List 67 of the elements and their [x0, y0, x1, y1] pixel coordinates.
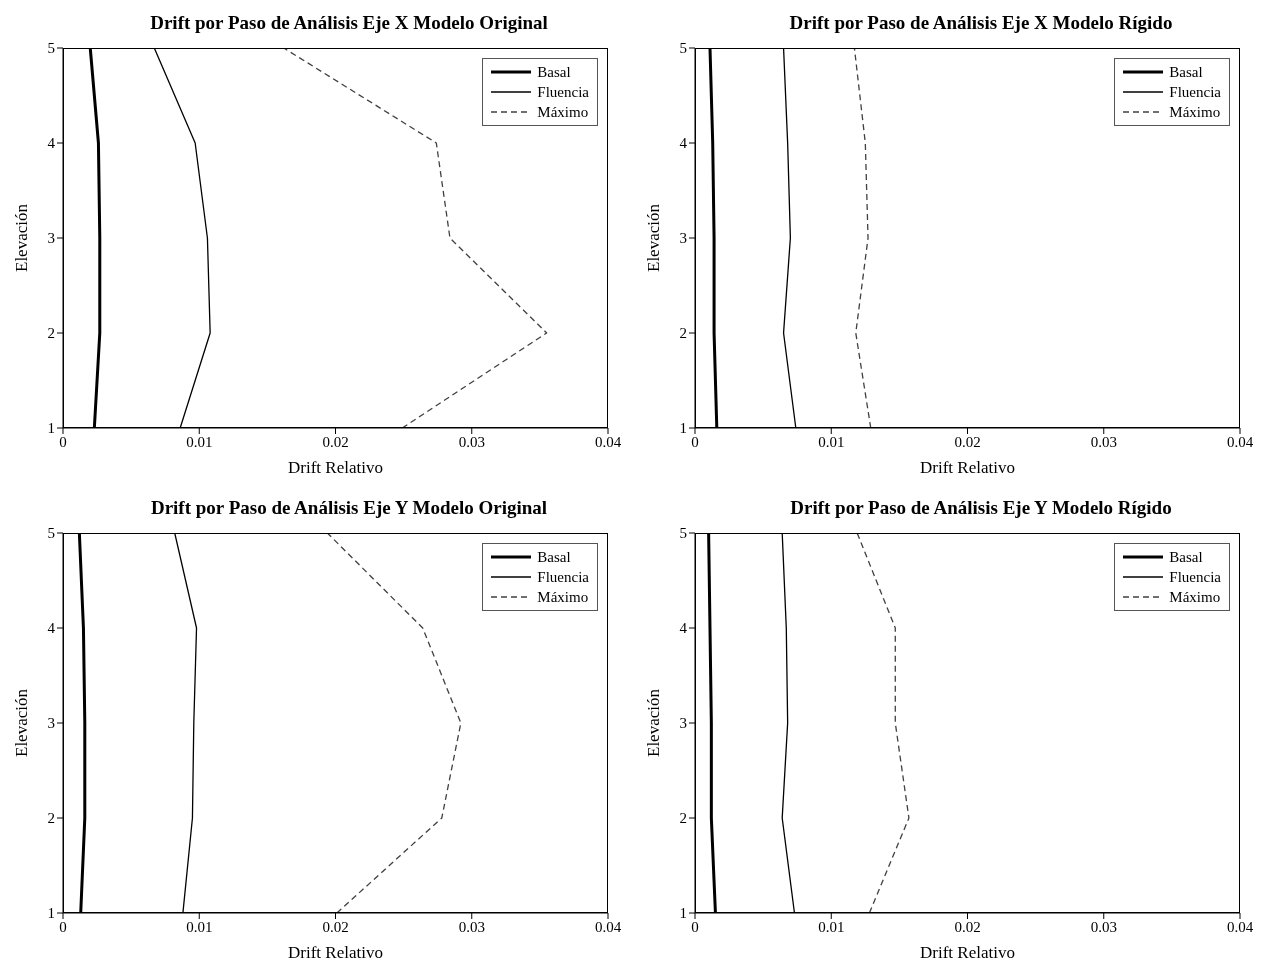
- x-tick-label: 0: [691, 433, 699, 450]
- y-tick-label: 4: [47, 620, 56, 637]
- legend-label: Fluencia: [537, 568, 589, 587]
- y-tick-label: 4: [679, 135, 688, 152]
- y-axis-title: Elevación: [12, 203, 32, 272]
- x-tick-label: 0.03: [1090, 433, 1117, 450]
- y-tick-label: 5: [47, 40, 55, 57]
- chart-title: Drift por Paso de Análisis Eje X Modelo Rígido: [788, 11, 1174, 35]
- legend-label: Basal: [1169, 63, 1203, 82]
- x-tick-label: 0.03: [1090, 918, 1117, 935]
- y-tick-label: 4: [47, 135, 56, 152]
- line-series: [853, 48, 872, 428]
- legend-label: Fluencia: [1169, 83, 1221, 102]
- x-axis-title: Drift Relativo: [288, 943, 383, 962]
- x-axis-title: Drift Relativo: [920, 458, 1015, 477]
- y-tick-label: 5: [47, 525, 55, 542]
- x-tick-label: 0.01: [818, 433, 845, 450]
- y-tick-label: 2: [47, 810, 55, 827]
- x-tick-label: 0: [59, 918, 67, 935]
- y-axis-title: Elevación: [644, 688, 664, 757]
- y-tick-label: 2: [47, 325, 55, 342]
- y-axis-title: Elevación: [644, 203, 664, 272]
- chart-title: Drift por Paso de Análisis Eje Y Modelo Original: [149, 496, 549, 520]
- x-tick-label: 0.01: [186, 433, 213, 450]
- x-axis-title: Drift Relativo: [288, 458, 383, 477]
- x-tick-label: 0.03: [458, 918, 485, 935]
- y-tick-label: 2: [679, 810, 687, 827]
- legend-label: Basal: [537, 548, 571, 567]
- y-tick-label: 3: [47, 715, 55, 732]
- y-tick-label: 4: [679, 620, 688, 637]
- y-axis-title: Elevación: [12, 688, 32, 757]
- x-tick-label: 0.01: [186, 918, 213, 935]
- legend-label: Basal: [537, 63, 571, 82]
- legend-label: Máximo: [537, 103, 589, 122]
- x-axis-title: Drift Relativo: [920, 943, 1015, 962]
- x-tick-label: 0.04: [1226, 918, 1254, 935]
- x-tick-label: 0.02: [954, 918, 981, 935]
- y-tick-label: 1: [679, 905, 687, 922]
- x-tick-label: 0: [59, 433, 67, 450]
- legend-label: Fluencia: [1169, 568, 1221, 587]
- legend-label: Basal: [1169, 548, 1203, 567]
- y-tick-label: 3: [47, 230, 55, 247]
- x-tick-label: 0: [691, 918, 699, 935]
- legend-label: Máximo: [1169, 588, 1221, 607]
- y-tick-label: 3: [679, 230, 687, 247]
- y-tick-label: 3: [679, 715, 687, 732]
- line-series: [856, 533, 910, 913]
- y-tick-label: 5: [679, 525, 687, 542]
- x-tick-label: 0.02: [322, 433, 349, 450]
- y-tick-label: 5: [679, 40, 687, 57]
- y-tick-label: 1: [679, 420, 687, 437]
- chart-title: Drift por Paso de Análisis Eje X Modelo Original: [149, 11, 549, 35]
- x-tick-label: 0.04: [594, 918, 622, 935]
- legend-label: Fluencia: [537, 83, 589, 102]
- x-tick-label: 0.02: [954, 433, 981, 450]
- legend-label: Máximo: [537, 588, 589, 607]
- x-tick-label: 0.01: [818, 918, 845, 935]
- line-series: [326, 533, 462, 913]
- x-tick-label: 0.04: [1226, 433, 1254, 450]
- x-tick-label: 0.03: [458, 433, 485, 450]
- y-tick-label: 2: [679, 325, 687, 342]
- x-tick-label: 0.04: [594, 433, 622, 450]
- y-tick-label: 1: [47, 420, 55, 437]
- legend-label: Máximo: [1169, 103, 1221, 122]
- y-tick-label: 1: [47, 905, 55, 922]
- chart-title: Drift por Paso de Análisis Eje Y Modelo Rígido: [789, 496, 1173, 520]
- x-tick-label: 0.02: [322, 918, 349, 935]
